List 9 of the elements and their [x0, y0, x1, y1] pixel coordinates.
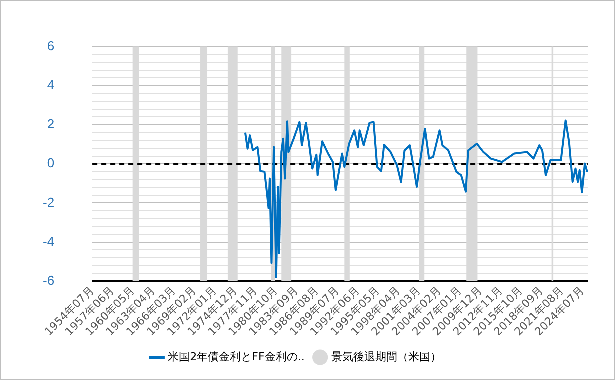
y-tick-label: -4 [42, 234, 55, 249]
legend-label: 景気後退期間（米国） [331, 350, 442, 364]
y-tick-label: 0 [47, 156, 55, 171]
y-tick-label: -2 [42, 194, 55, 210]
y-tick-label: 2 [47, 116, 55, 132]
y-tick-label: 6 [47, 38, 55, 54]
legend-label: 米国2年債金利とFF金利の.. [168, 350, 305, 364]
y-tick-label: -6 [42, 272, 55, 288]
y-tick-label: 4 [47, 77, 55, 92]
